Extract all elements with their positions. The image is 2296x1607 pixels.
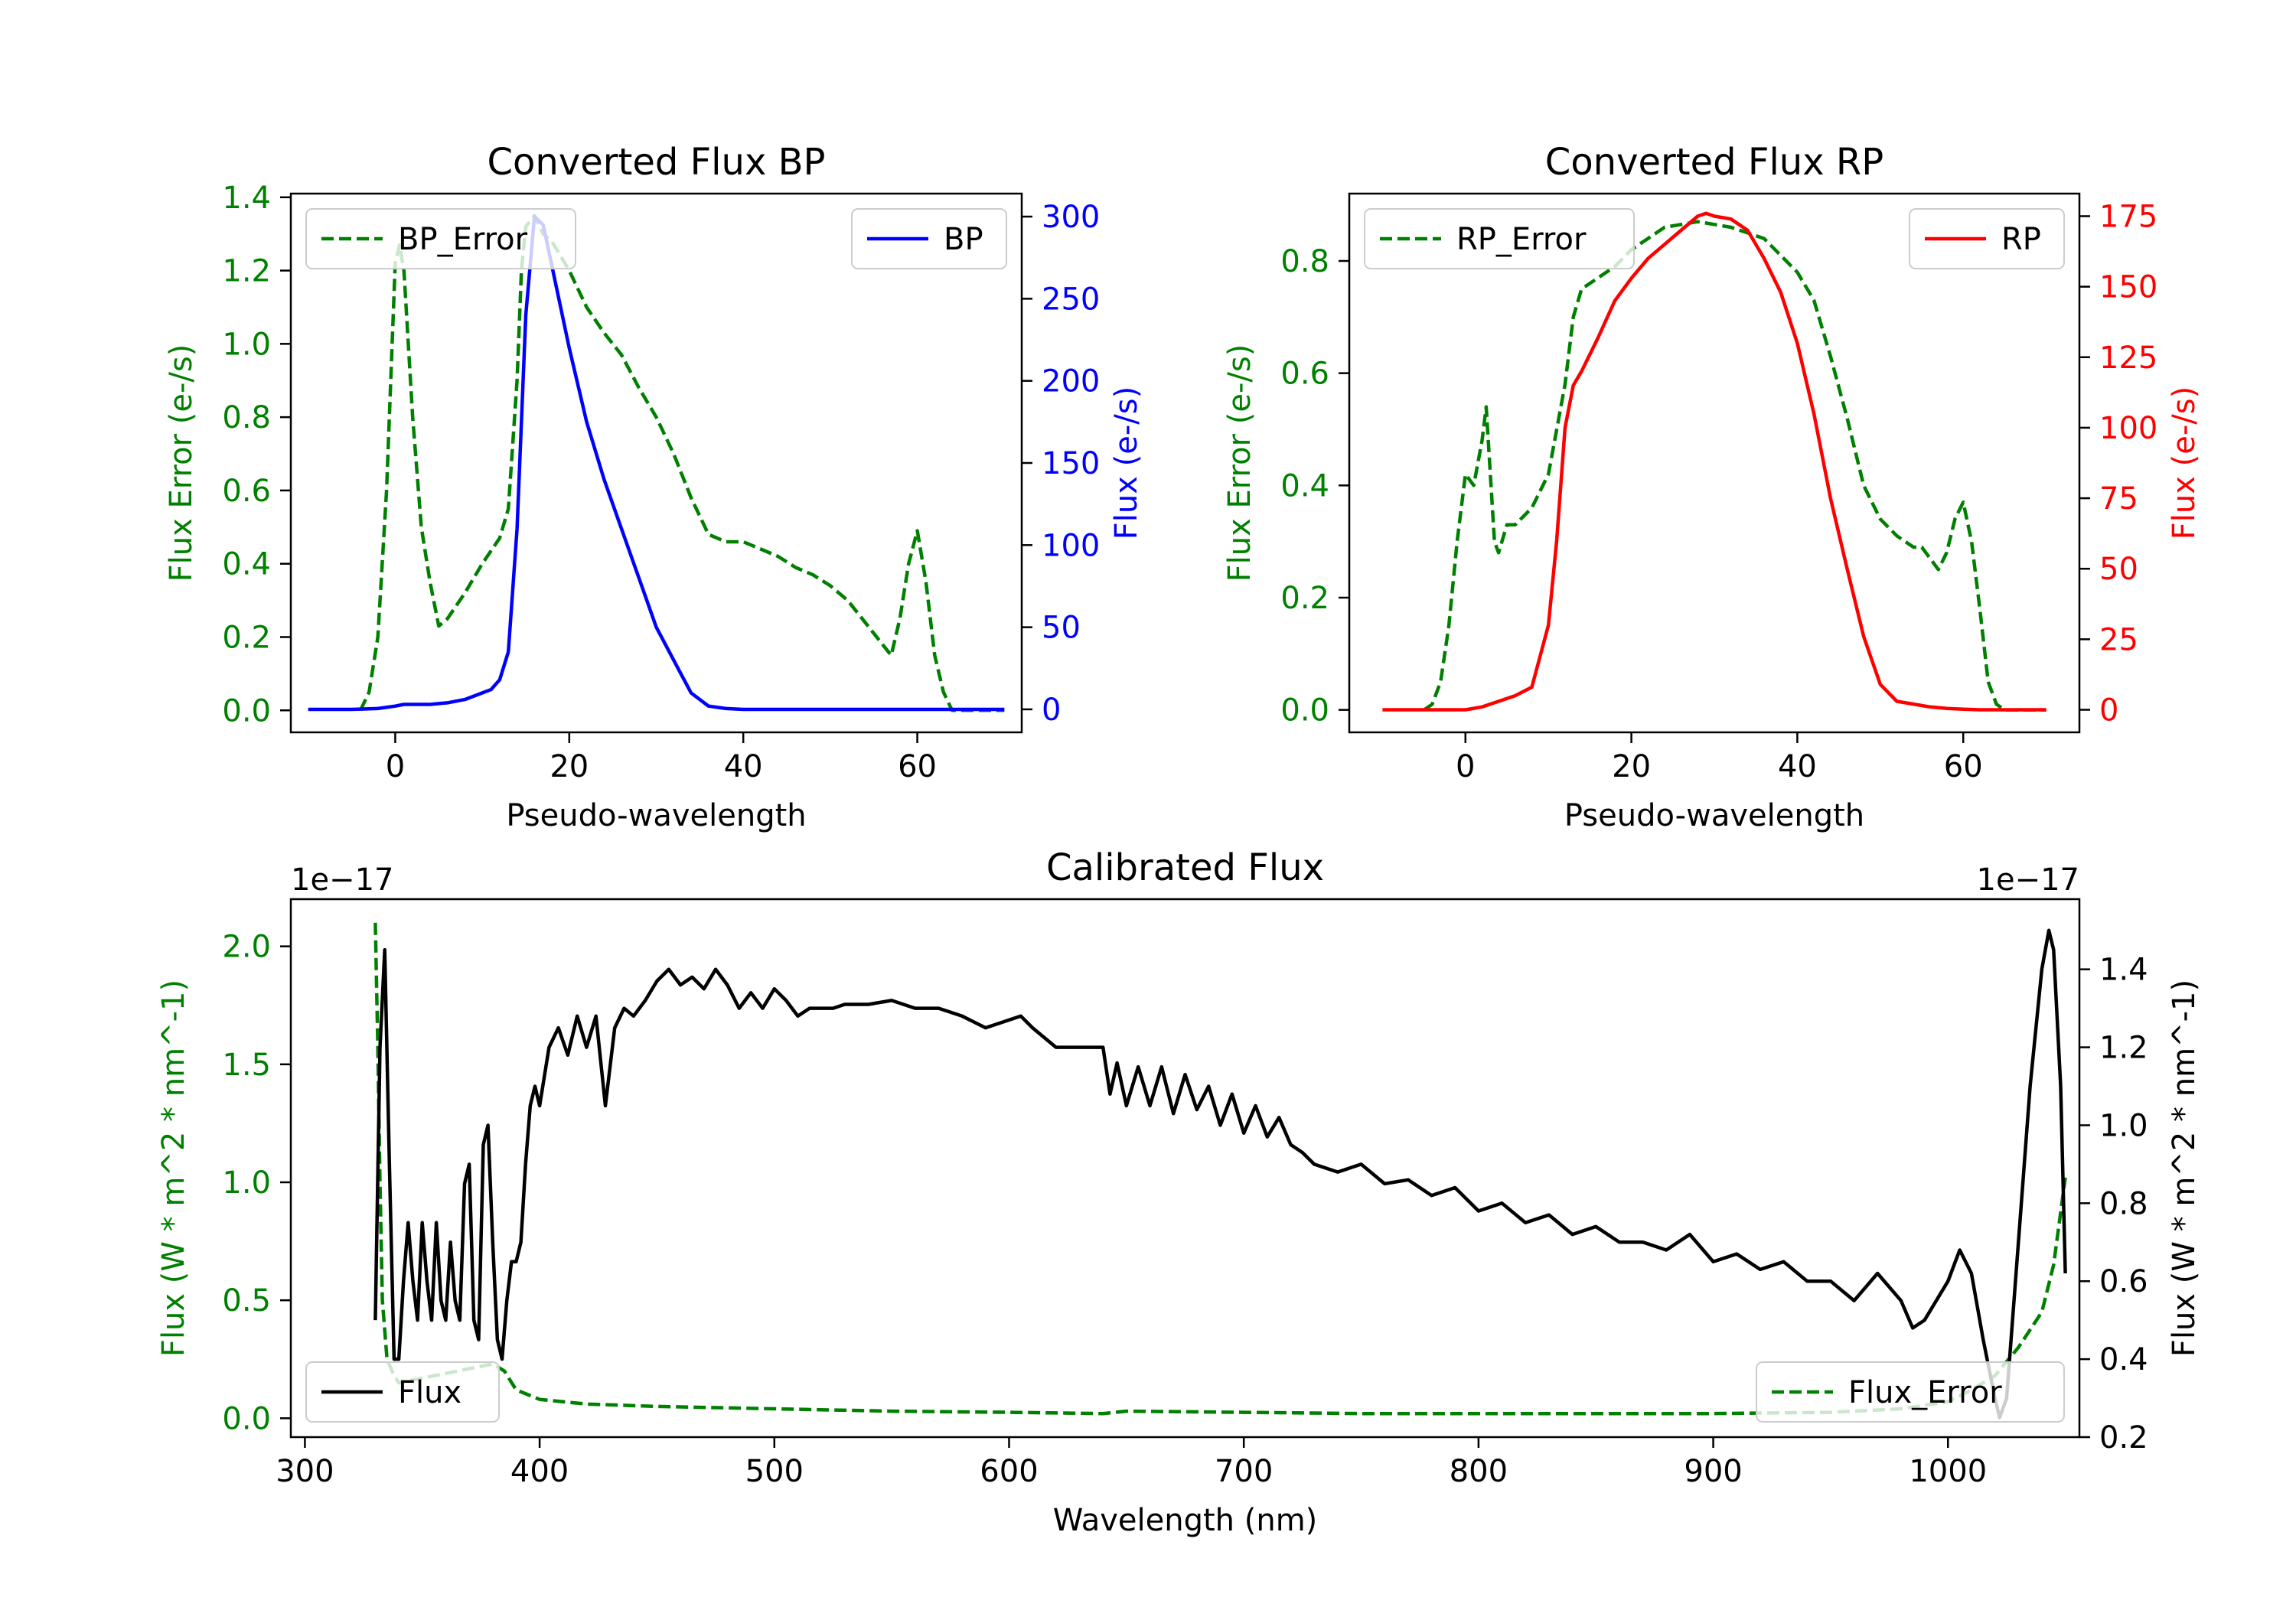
calibrated-axes: 300 400 500 600 700 800 900 1000 0.0 0.5 1.0 1.5 2.0… [156,846,2202,1538]
y-left-tick-label: 0.2 [222,620,271,655]
y-right-axis-label: Flux (e-/s) [1109,386,1144,539]
x-tick-label: 20 [550,749,589,784]
y-left-tick-label: 1.5 [222,1048,271,1083]
y-right-tick-label: 300 [1042,200,1100,235]
y-right-tick-label: 0 [1042,693,1061,728]
y-right-axis-label: Flux (W * m^2 * nm^-1) [2167,980,2202,1357]
x-tick-label: 0 [1456,749,1475,784]
legend-bp-error: BP_Error [305,208,576,269]
legend-rp-error: RP_Error [1364,208,1635,269]
y-left-tick-label: 1.2 [222,254,271,289]
legend-label: BP [944,222,983,257]
legend-bp: BP [851,208,1007,269]
x-tick-label: 40 [724,749,763,784]
legend-box [1756,1361,2065,1423]
x-tick-label: 20 [1612,749,1651,784]
y-left-tick-label: 1.0 [222,1165,271,1201]
y-right-tick-label: 50 [2099,552,2138,587]
y-right-axis-label: Flux (e-/s) [2167,386,2202,539]
legend-flux-error: Flux_Error [1756,1361,2065,1423]
x-axis-label: Pseudo-wavelength [1564,798,1864,833]
y-left-tick-label: 1.4 [222,181,271,216]
y-right-tick-label: 0.4 [2099,1342,2148,1377]
x-tick-label: 1000 [1909,1454,1987,1489]
y-right-tick-label: 100 [2099,411,2157,446]
y-right-tick-label: 25 [2099,622,2138,657]
legend-box [1364,208,1635,269]
y-left-tick-label: 0.0 [222,693,271,729]
y-left-tick-label: 2.0 [222,930,271,965]
chart-title: Converted Flux RP [1545,141,1883,184]
y-left-tick-label: 0.6 [1280,357,1329,392]
y-left-tick-label: 0.6 [222,474,271,509]
x-tick-label: 0 [386,749,405,784]
y-right-tick-label: 1.2 [2099,1031,2148,1066]
x-tick-label: 60 [898,749,937,784]
y-left-tick-label: 1.0 [222,327,271,362]
plot-frame [289,898,2081,1439]
y-left-tick-label: 0.0 [1280,693,1329,729]
x-tick-label: 40 [1778,749,1817,784]
y-left-axis-label: Flux Error (e-/s) [1222,344,1257,582]
y-right-offset-text: 1e−17 [1977,862,2079,898]
x-axis-label: Pseudo-wavelength [506,798,806,833]
series-line-bp-error [358,214,1005,712]
y-left-tick-label: 0.2 [1280,581,1329,616]
legend-box [305,208,576,269]
y-right-tick-label: 0.8 [2099,1186,2148,1221]
y-left-tick-label: 0.4 [1280,468,1329,504]
series-line-rp-error [1423,220,2047,712]
legend-label: RP_Error [1456,222,1587,257]
y-right-tick-label: 1.0 [2099,1108,2148,1143]
bp-axes: 0 20 40 60 0.0 0.2 0.4 0.6 0.8 1.0 1.2 1.4 0 50 100 150… [164,141,1144,833]
legend-box [305,1361,500,1423]
x-axis-label: Wavelength (nm) [1053,1503,1318,1538]
y-right-tick-label: 150 [1042,446,1100,481]
legend-label: BP_Error [398,222,528,257]
chart-title: Converted Flux BP [488,141,826,184]
y-right-tick-label: 150 [2099,270,2157,305]
series-line-rp [1382,211,2047,712]
legend-flux: Flux [305,1361,500,1423]
y-right-tick-label: 200 [1042,364,1100,399]
y-right-tick-label: 1.4 [2099,953,2148,988]
x-tick-label: 900 [1684,1454,1742,1489]
y-right-tick-label: 125 [2099,341,2157,376]
legend-label: Flux_Error [1848,1375,2002,1410]
legend-rp: RP [1909,208,2065,269]
x-tick-label: 600 [980,1454,1038,1489]
y-left-axis-label: Flux Error (e-/s) [164,344,199,582]
y-right-tick-label: 0 [2099,693,2118,729]
x-tick-label: 400 [510,1454,569,1489]
legend-label: Flux [398,1375,461,1410]
y-right-tick-label: 0.6 [2099,1264,2148,1299]
legend-box [851,208,1007,269]
x-tick-label: 800 [1450,1454,1508,1489]
series-line-flux [373,928,2067,1420]
legend-label: RP [2001,222,2041,257]
x-tick-label: 300 [276,1454,334,1489]
y-right-tick-label: 175 [2099,199,2157,234]
x-tick-label: 500 [745,1454,804,1489]
y-left-tick-label: 0.0 [222,1401,271,1436]
legend-box [1909,208,2065,269]
y-left-tick-label: 0.4 [222,547,271,582]
rp-axes: 0 20 40 60 0.0 0.2 0.4 0.6 0.8 0 25 50 75 100 125 150 17… [1222,141,2202,833]
y-left-tick-label: 0.8 [222,400,271,435]
x-tick-label: 700 [1215,1454,1273,1489]
y-left-axis-label: Flux (W * m^2 * nm^-1) [156,980,191,1357]
y-left-tick-label: 0.8 [1280,244,1329,279]
y-left-offset-text: 1e−17 [291,862,393,898]
x-tick-label: 60 [1944,749,1983,784]
chart-title: Calibrated Flux [1046,846,1324,889]
y-right-tick-label: 250 [1042,282,1100,317]
y-right-tick-label: 50 [1042,611,1081,646]
y-right-tick-label: 100 [1042,528,1100,563]
y-left-tick-label: 0.5 [222,1283,271,1319]
y-right-tick-label: 75 [2099,481,2138,517]
plot-frame [1348,192,2081,734]
y-right-tick-label: 0.2 [2099,1420,2148,1455]
